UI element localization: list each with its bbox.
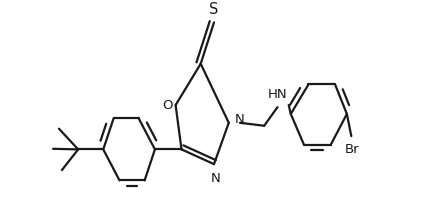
- Text: N: N: [211, 172, 220, 186]
- Text: Br: Br: [345, 143, 360, 156]
- Text: N: N: [235, 113, 245, 126]
- Text: S: S: [209, 2, 219, 17]
- Text: HN: HN: [268, 88, 287, 101]
- Text: O: O: [162, 99, 172, 112]
